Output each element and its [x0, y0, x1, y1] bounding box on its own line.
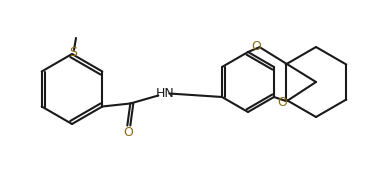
Text: S: S: [69, 46, 77, 60]
Text: O: O: [124, 126, 133, 139]
Text: O: O: [277, 95, 287, 108]
Text: O: O: [251, 41, 261, 54]
Text: HN: HN: [156, 87, 175, 100]
